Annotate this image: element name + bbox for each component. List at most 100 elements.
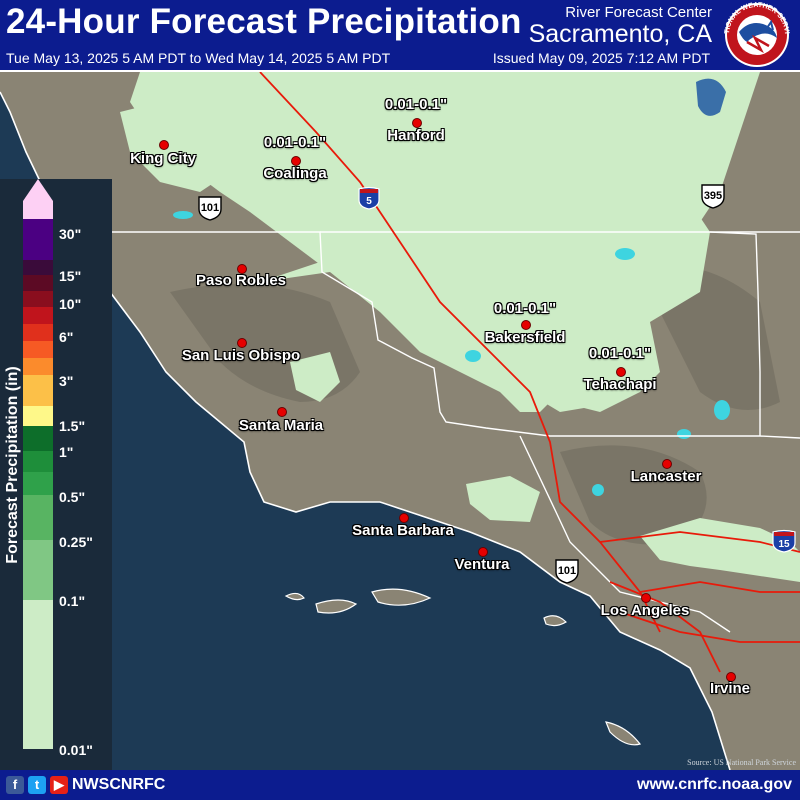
us395-shield: 395	[701, 184, 725, 209]
source-credit: Source: US National Park Service	[687, 758, 796, 767]
legend-band-8	[23, 307, 53, 324]
city-dot-san-luis-obispo	[237, 338, 247, 348]
city-dot-paso-robles	[237, 264, 247, 274]
city-dot-tehachapi	[616, 367, 626, 377]
i15-shield-label: 15	[778, 539, 790, 550]
legend-tick-0-01: 0.01"	[59, 742, 93, 758]
nws-logo-icon: NATIONAL WEATHER SERVICE	[717, 2, 790, 67]
footer: f t ▶ NWSCNRFC www.cnrfc.noaa.gov	[0, 770, 800, 800]
legend-tick-0-1: 0.1"	[59, 593, 86, 609]
legend-tick-1-5: 1.5"	[59, 418, 86, 434]
map	[0, 72, 800, 770]
legend-band-20	[23, 260, 53, 275]
city-label-tehachapi: Tehachapi	[583, 376, 657, 393]
legend-color-bar	[23, 179, 53, 749]
legend-band-0-5	[23, 495, 53, 540]
qpf-area-ventura	[466, 476, 540, 522]
qpf-area-central	[300, 202, 710, 412]
legend-band-2	[23, 375, 53, 406]
legend-band-15	[23, 275, 53, 291]
qpf-area-valley	[260, 262, 560, 412]
qpf-label-tehachapi: 0.01-0.1"	[588, 345, 652, 362]
legend-tick-1: 1"	[59, 444, 74, 460]
city-dot-ventura	[478, 547, 488, 557]
i15-shield: 15	[772, 529, 796, 553]
issued-time: Issued May 09, 2025 7:12 AM PDT	[492, 50, 710, 66]
city-label-ventura: Ventura	[454, 556, 510, 573]
us101-shield-south: 101	[555, 559, 579, 584]
header-divider	[0, 70, 800, 72]
city-label-bakersfield: Bakersfield	[484, 329, 566, 346]
forecast-period: Tue May 13, 2025 5 AM PDT to Wed May 14,…	[6, 50, 391, 66]
city-label-irvine: Irvine	[709, 680, 751, 697]
legend-tick-10: 10"	[59, 296, 82, 312]
city-label-santa-barbara: Santa Barbara	[352, 522, 454, 539]
city-label-coalinga: Coalinga	[263, 165, 327, 182]
legend-tick-30: 30"	[59, 226, 82, 242]
legend-band-30	[23, 219, 53, 260]
qpf-area-inland-empire	[640, 518, 800, 582]
legend-band-1-25	[23, 426, 53, 451]
city-dot-santa-maria	[277, 407, 287, 417]
legend-band-3	[23, 358, 53, 375]
rfc-location: Sacramento, CA	[528, 20, 712, 48]
legend-tick-6: 6"	[59, 329, 74, 345]
us101-shield-south-label: 101	[558, 565, 576, 577]
city-label-los-angeles: Los Angeles	[600, 602, 690, 619]
city-dot-irvine	[726, 672, 736, 682]
i5-shield: 5	[358, 186, 380, 210]
legend-band-0-1	[23, 600, 53, 749]
header: 24-Hour Forecast Precipitation River For…	[0, 0, 800, 70]
legend-arrow	[23, 179, 53, 219]
qpf-area-west	[120, 92, 230, 192]
social-handle[interactable]: NWSCNRFC	[72, 776, 166, 793]
legend-band-0-25	[23, 540, 53, 600]
city-label-lancaster: Lancaster	[630, 468, 702, 485]
city-dot-coalinga	[291, 156, 301, 166]
qpf-label-bakersfield: 0.01-0.1"	[493, 300, 557, 317]
page-title: 24-Hour Forecast Precipitation	[6, 2, 522, 41]
website-link[interactable]: www.cnrfc.noaa.gov	[637, 776, 792, 793]
terrain-shading	[170, 266, 780, 545]
qpf-label-hanford: 0.01-0.1"	[384, 96, 448, 113]
city-label-king-city: King City	[130, 150, 196, 167]
reservoirs	[173, 211, 730, 496]
legend-tick-15: 15"	[59, 268, 82, 284]
legend-band-10	[23, 291, 53, 307]
i5-shield-label: 5	[366, 196, 372, 207]
city-label-hanford: Hanford	[387, 127, 445, 144]
legend-band-4	[23, 341, 53, 358]
legend-panel	[0, 179, 112, 770]
legend-tick-0-5: 0.5"	[59, 489, 86, 505]
city-label-santa-maria: Santa Maria	[238, 417, 324, 434]
rfc-name: River Forecast Center	[565, 4, 712, 21]
us101-shield-north: 101	[198, 196, 222, 221]
lake	[696, 78, 726, 116]
legend-title-text: Forecast Precipitation (in)	[4, 366, 21, 564]
city-dot-los-angeles	[641, 593, 651, 603]
twitter-icon[interactable]: t	[28, 776, 46, 794]
city-dot-santa-barbara	[399, 513, 409, 523]
qpf-label-coalinga: 0.01-0.1"	[263, 134, 327, 151]
city-dot-king-city	[159, 140, 169, 150]
youtube-icon[interactable]: ▶	[50, 776, 68, 794]
city-label-paso-robles: Paso Robles	[195, 272, 287, 289]
city-dot-hanford	[412, 118, 422, 128]
qpf-area-slo	[290, 352, 340, 402]
facebook-icon[interactable]: f	[6, 776, 24, 794]
legend-tick-3: 3"	[59, 373, 74, 389]
legend-band-1-5	[23, 406, 53, 426]
city-dot-bakersfield	[521, 320, 531, 330]
boundaries	[60, 231, 800, 633]
us101-shield-north-label: 101	[201, 202, 219, 214]
islands	[284, 588, 642, 746]
legend-band-0-75	[23, 472, 53, 495]
legend-title: Forecast Precipitation (in)	[2, 180, 24, 750]
city-dot-lancaster	[662, 459, 672, 469]
city-label-san-luis-obispo: San Luis Obispo	[181, 347, 301, 364]
legend-band-6	[23, 324, 53, 341]
legend-tick-0-25: 0.25"	[59, 534, 93, 550]
us395-shield-label: 395	[704, 190, 722, 202]
legend-band-1	[23, 451, 53, 472]
